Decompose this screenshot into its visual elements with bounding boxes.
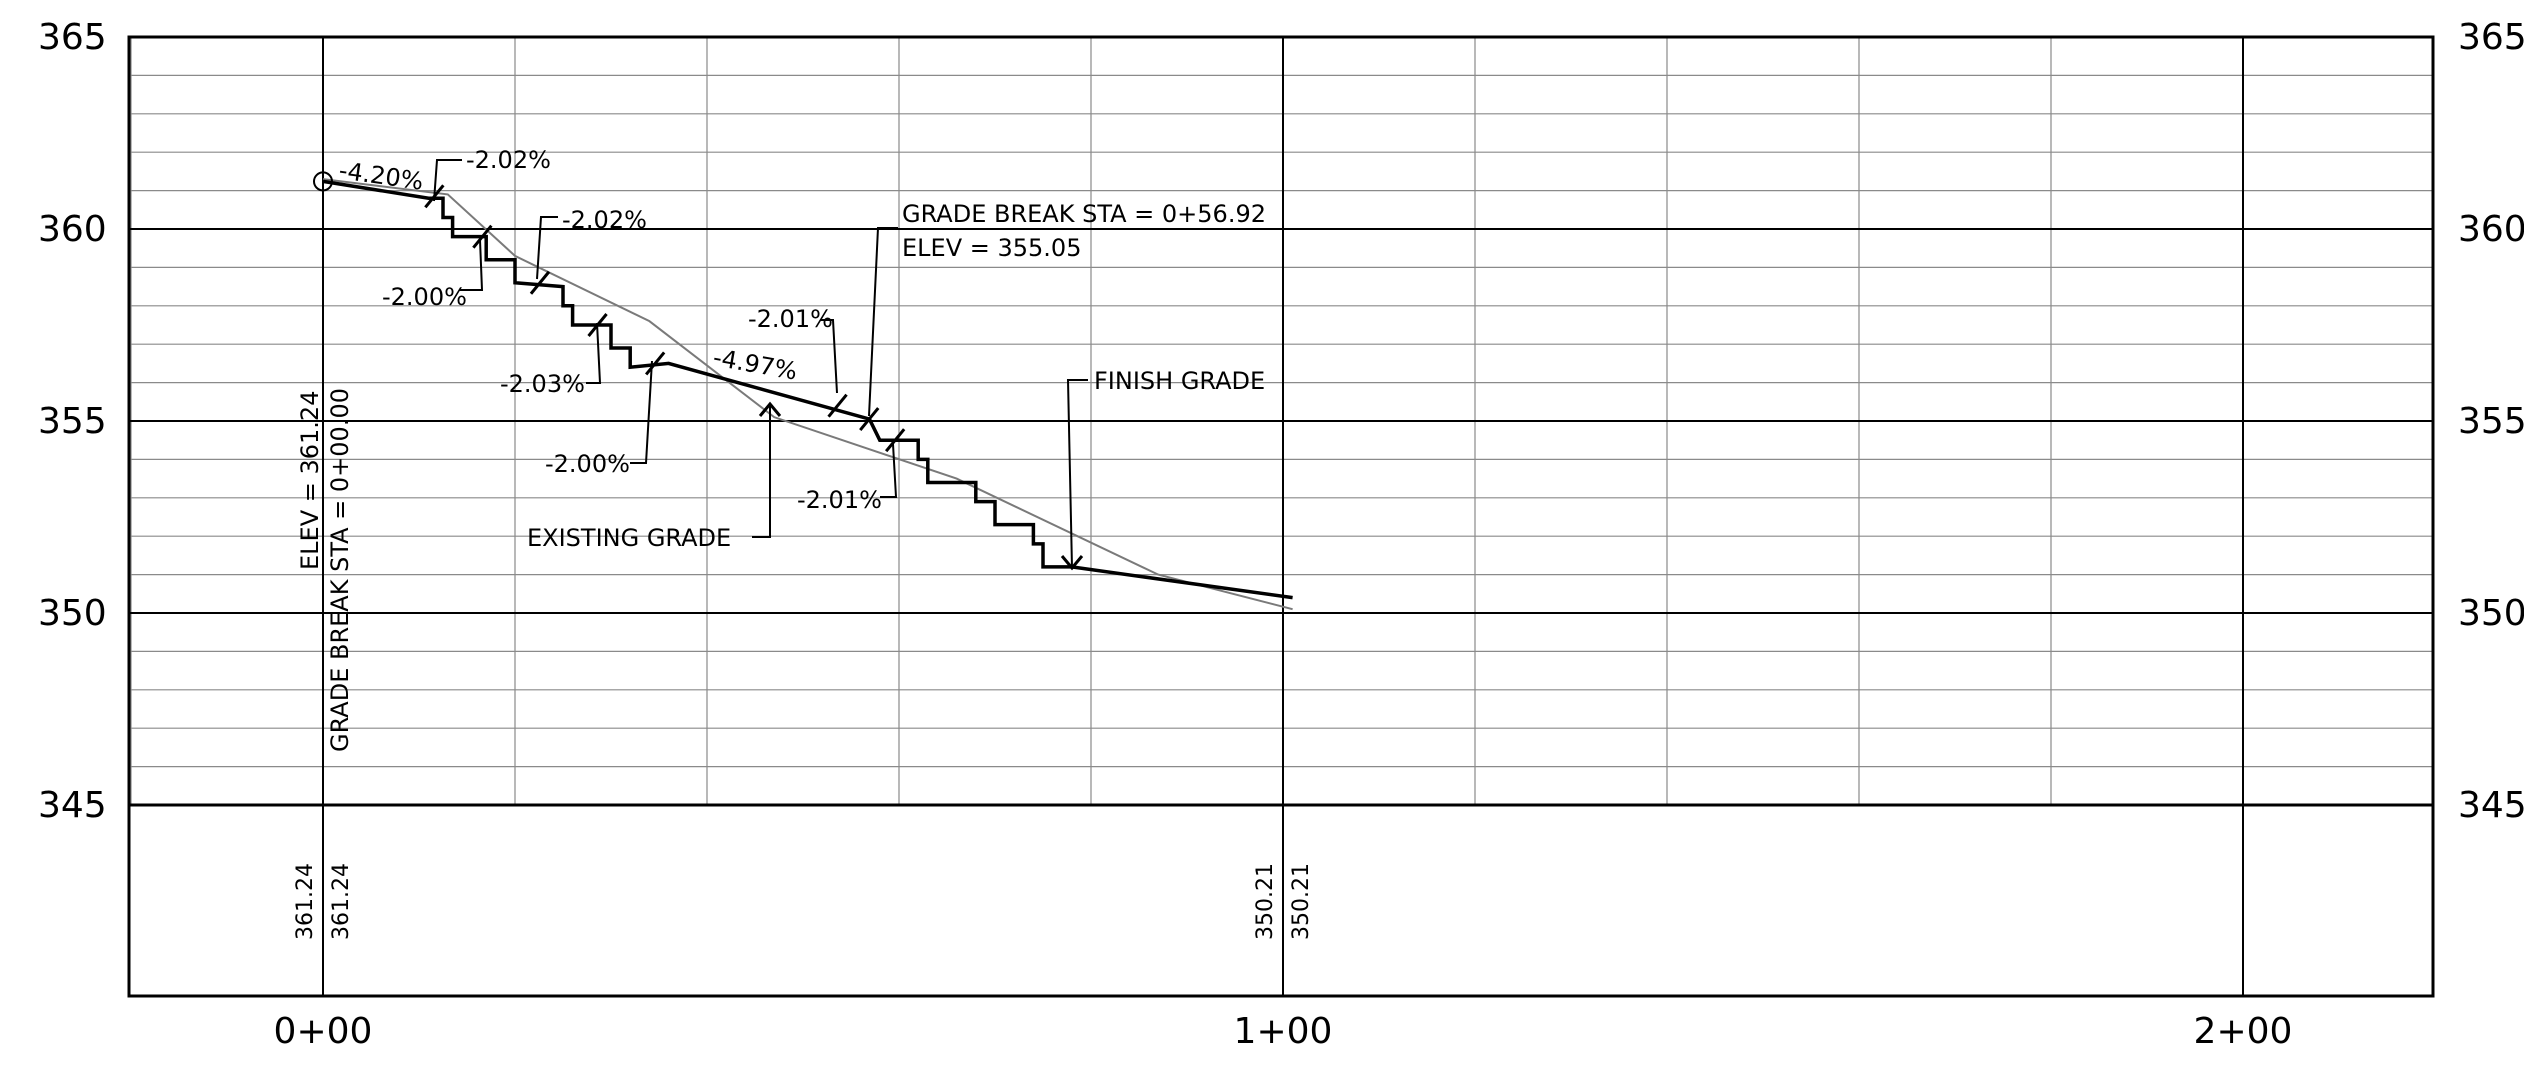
- y-tick-label: 345: [2458, 785, 2524, 826]
- grade-break-tick: [529, 270, 551, 295]
- start-elev-note: ELEV = 361.24: [296, 391, 324, 570]
- x-tick-label: 1+00: [1234, 1011, 1333, 1052]
- finish-grade-line: [322, 179, 1293, 600]
- slope-label: -2.03%: [500, 370, 585, 398]
- bottom-value: 350.21: [1253, 863, 1278, 940]
- y-tick-label: 345: [38, 785, 107, 826]
- slope-label: -2.00%: [382, 283, 467, 311]
- finish-grade-polyline: [322, 179, 1293, 600]
- frame-border: [127, 35, 2435, 998]
- existing-grade-polyline: [322, 178, 1293, 611]
- existing-grade-callout: EXISTING GRADE: [527, 524, 731, 552]
- grade-break-tick: [827, 393, 848, 418]
- grade-break-tick: [644, 351, 666, 376]
- finish-grade-callout: FINISH GRADE: [1094, 367, 1265, 395]
- y-axis-labels-left: 345 350 355 360 365: [38, 17, 107, 826]
- start-station-note: GRADE BREAK STA = 0+00.00: [326, 388, 354, 752]
- grade-break-callout: GRADE BREAK STA = 0+56.92: [902, 200, 1266, 228]
- x-tick-label: 2+00: [2194, 1011, 2293, 1052]
- y-axis-labels-right: 345 350 355 360 365: [2458, 17, 2524, 826]
- bottom-value: 361.24: [293, 863, 318, 940]
- slope-label: -2.01%: [797, 486, 882, 514]
- slope-label: -4.20%: [337, 156, 425, 196]
- y-tick-label: 355: [2458, 401, 2524, 442]
- slope-label: -2.02%: [562, 206, 647, 234]
- grade-break-tick: [859, 407, 880, 432]
- callouts: GRADE BREAK STA = 0+56.92 ELEV = 355.05 …: [527, 200, 1266, 552]
- y-tick-label: 355: [38, 401, 107, 442]
- start-station-notes: ELEV = 361.24 GRADE BREAK STA = 0+00.00: [296, 388, 354, 752]
- y-tick-label: 350: [2458, 593, 2524, 634]
- bottom-value: 350.21: [1289, 863, 1314, 940]
- y-tick-label: 360: [38, 209, 107, 250]
- x-axis-labels: 0+00 1+00 2+00: [274, 1011, 2293, 1052]
- y-tick-label: 365: [2458, 17, 2524, 58]
- existing-grade-line: [322, 178, 1293, 611]
- bottom-value: 361.24: [329, 863, 354, 940]
- y-tick-label: 360: [2458, 209, 2524, 250]
- slope-label: -2.00%: [545, 450, 630, 478]
- y-tick-label: 350: [38, 593, 107, 634]
- y-tick-label: 365: [38, 17, 107, 58]
- start-point-circle: [313, 171, 333, 192]
- major-gridlines: [129, 36, 2433, 996]
- slope-label: -2.02%: [466, 146, 551, 174]
- leader-lines: [433, 159, 1088, 569]
- slope-label: -2.01%: [748, 305, 833, 333]
- elev-callout: ELEV = 355.05: [902, 234, 1081, 262]
- x-tick-label: 0+00: [274, 1011, 373, 1052]
- grade-break-tick: [884, 428, 906, 453]
- grade-break-tick: [472, 224, 493, 249]
- bottom-values: 361.24 361.24 350.21 350.21: [293, 863, 1314, 940]
- plot-frame: [127, 35, 2435, 998]
